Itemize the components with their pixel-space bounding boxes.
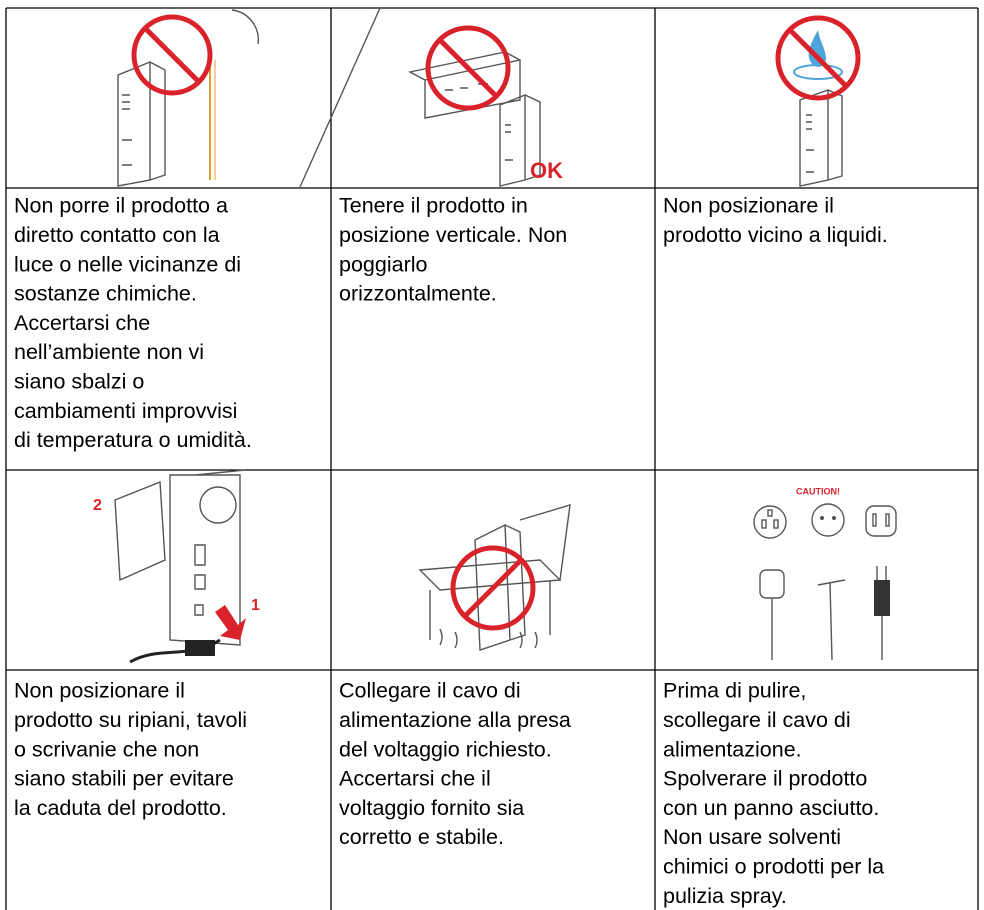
illustration-vertical xyxy=(299,7,541,188)
cell-text-line: pulizia spray. xyxy=(663,884,787,908)
illustration-label: 2 xyxy=(93,497,102,514)
cell-text-line: sostanze chimiche. xyxy=(14,282,197,306)
cell-text-line: con un panno asciutto. xyxy=(663,796,879,820)
cell-text-line: siano sbalzi o xyxy=(14,369,144,393)
cell-text-line: prodotto vicino a liquidi. xyxy=(663,223,888,247)
cell-text-line: o scrivanie che non xyxy=(14,737,199,761)
cell-text-line: posizione verticale. Non xyxy=(339,223,567,247)
cell-text-line: Non usare solventi xyxy=(663,825,841,849)
cell-text-line: Spolverare il prodotto xyxy=(663,767,867,791)
cell-text-line: Prima di pulire, xyxy=(663,679,806,703)
illustration-label: OK xyxy=(530,158,563,183)
cell-text-line: corretto e stabile. xyxy=(339,825,504,849)
cell-text-line: la caduta del prodotto. xyxy=(14,796,227,820)
cell-text-line: voltaggio fornito sia xyxy=(339,796,524,820)
cell-text-line: Non porre il prodotto a xyxy=(14,194,228,218)
cell-text-line: prodotto su ripiani, tavoli xyxy=(14,708,247,732)
cell-text-line: Tenere il prodotto in xyxy=(339,194,528,218)
cell-text-line: nell’ambiente non vi xyxy=(14,340,204,364)
cell-text-line: poggiarlo xyxy=(339,252,427,276)
cell-text-line: Accertarsi che il xyxy=(339,767,491,791)
illustration-plugs xyxy=(753,503,897,661)
cell-text-line: diretto contatto con la xyxy=(14,223,220,247)
cell-text-line: chimici o prodotti per la xyxy=(663,854,884,878)
cell-text-line: scollegare il cavo di xyxy=(663,708,851,732)
cell-text-line: alimentazione alla presa xyxy=(339,708,571,732)
illustration-unstable xyxy=(114,469,246,664)
cell-text-line: siano stabili per evitare xyxy=(14,767,234,791)
cell-text-line: del voltaggio richiesto. xyxy=(339,737,552,761)
cell-text-line: alimentazione. xyxy=(663,737,802,761)
cell-text-line: cambiamenti improvvisi xyxy=(14,399,237,423)
illustration-label: CAUTION! xyxy=(796,486,840,496)
cell-text-line: luce o nelle vicinanze di xyxy=(14,252,241,276)
illustration-liquid xyxy=(775,15,861,187)
cell-text-line: Accertarsi che xyxy=(14,311,150,335)
table-grid xyxy=(5,7,979,910)
cell-text-line: Non posizionare il xyxy=(663,194,834,218)
cell-text-line: Non posizionare il xyxy=(14,679,185,703)
cell-text-line: orizzontalmente. xyxy=(339,282,497,306)
illustration-table xyxy=(418,504,571,651)
cell-text-line: di temperatura o umidità. xyxy=(14,428,252,452)
cell-text-line: Collegare il cavo di xyxy=(339,679,521,703)
illustration-label: 1 xyxy=(251,597,260,614)
illustration-sunlight xyxy=(117,9,259,187)
